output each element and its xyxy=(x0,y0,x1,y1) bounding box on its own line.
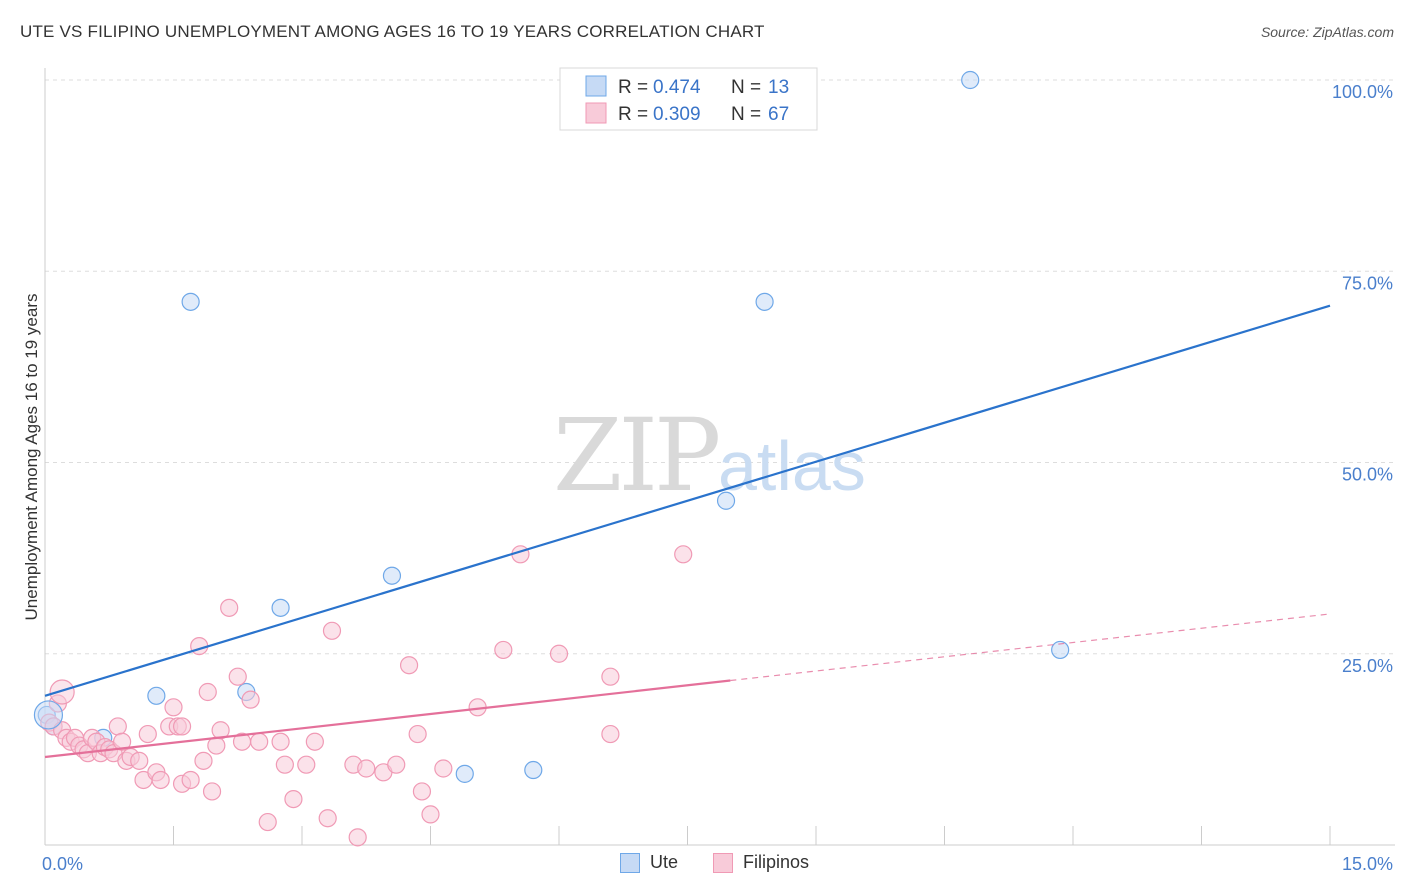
ute-point xyxy=(755,292,774,311)
filipino-point xyxy=(357,759,376,778)
filipino-point xyxy=(211,721,230,740)
stats-n-label-ute: N = xyxy=(731,77,761,98)
filipino-point xyxy=(181,770,200,790)
stats-n-value-filipinos: 67 xyxy=(768,104,789,125)
stats-n-value-ute: 13 xyxy=(768,77,789,98)
filipino-point xyxy=(194,751,213,770)
legend-label-ute: Ute xyxy=(650,852,679,872)
filipino-point xyxy=(318,809,337,828)
stats-r-label-ute: R = xyxy=(618,77,648,98)
filipino-point xyxy=(494,640,513,660)
filipino-point xyxy=(130,751,149,770)
x-tick-label-min: 0.0% xyxy=(42,854,83,874)
stats-r-label-filipinos: R = xyxy=(618,104,648,125)
filipino-point xyxy=(172,717,192,736)
ute-point xyxy=(455,764,474,783)
filipino-point xyxy=(601,667,620,686)
filipino-point xyxy=(348,828,367,847)
filipino-point xyxy=(220,598,239,617)
filipino-point xyxy=(202,782,222,801)
ute-point xyxy=(1051,640,1070,660)
filipino-point xyxy=(674,545,693,564)
filipino-point xyxy=(258,812,277,832)
ute-trend-line xyxy=(44,304,1331,697)
stats-swatch-filipinos xyxy=(585,102,607,124)
filipino-point xyxy=(112,732,132,751)
chart-title: UTE VS FILIPINO UNEMPLOYMENT AMONG AGES … xyxy=(20,22,765,41)
ute-point xyxy=(147,686,166,705)
filipino-point xyxy=(399,656,419,675)
filipino-point xyxy=(275,755,294,774)
y-tick-label: 75.0% xyxy=(1342,273,1393,293)
filipino-point xyxy=(297,755,316,774)
filipino-point xyxy=(284,789,303,809)
y-tick-label: 100.0% xyxy=(1332,82,1393,102)
filipino-point xyxy=(108,717,127,736)
stats-swatch-ute xyxy=(585,75,607,97)
ute-point xyxy=(382,566,402,585)
filipino-point xyxy=(412,782,432,801)
filipino-point xyxy=(198,682,217,702)
x-tick-label-max: 15.0% xyxy=(1342,854,1393,874)
legend-swatch-filipinos xyxy=(713,852,733,873)
gridlines xyxy=(45,79,1395,655)
filipino-point xyxy=(250,732,269,751)
watermark: ZIP atlas xyxy=(553,397,866,514)
filipino-point xyxy=(387,755,406,774)
filipino-point xyxy=(305,732,324,751)
y-tick-label: 50.0% xyxy=(1342,465,1393,485)
stats-r-value-ute: 0.474 xyxy=(653,77,701,98)
legend-label-filipinos: Filipinos xyxy=(743,852,810,872)
trend-lines xyxy=(44,304,1331,759)
legend-item-filipinos[interactable]: Filipinos xyxy=(713,852,809,873)
ute-point xyxy=(181,292,200,311)
filipino-point xyxy=(138,724,157,744)
chart-source: Source: ZipAtlas.com xyxy=(1260,24,1394,40)
filipino-point xyxy=(549,644,569,663)
watermark-zip: ZIP xyxy=(553,397,718,514)
filipino-point xyxy=(151,770,170,790)
y-tick-label: 25.0% xyxy=(1342,656,1393,676)
legend-swatch-ute xyxy=(620,852,640,873)
filipino-point xyxy=(271,732,290,751)
ute-point xyxy=(716,491,736,510)
legend-item-ute[interactable]: Ute xyxy=(620,852,678,873)
data-points xyxy=(33,70,1070,847)
ute-point xyxy=(524,760,543,780)
stats-r-value-filipinos: 0.309 xyxy=(653,104,701,125)
stats-legend: R = 0.474 N = 13 R = 0.309 N = 67 xyxy=(559,67,818,131)
y-axis-label: Unemployment Among Ages 16 to 19 years xyxy=(22,294,41,621)
filipino-trend-line xyxy=(44,679,731,759)
filipino-point xyxy=(164,698,183,717)
filipino-trend-extension xyxy=(730,613,1331,682)
bottom-legend: Ute Filipinos xyxy=(0,850,1406,880)
ute-point-cluster xyxy=(33,700,64,730)
filipino-point xyxy=(408,724,427,744)
stats-n-label-filipinos: N = xyxy=(731,104,761,125)
filipino-point-cluster xyxy=(49,679,75,705)
ute-point xyxy=(961,70,980,90)
filipino-point xyxy=(421,805,440,824)
ute-point xyxy=(271,598,290,617)
filipino-point xyxy=(601,724,620,744)
filipino-point xyxy=(434,759,453,778)
watermark-atlas: atlas xyxy=(718,427,866,505)
filipino-point xyxy=(322,621,342,640)
filipino-point xyxy=(228,667,247,686)
filipino-point xyxy=(241,690,260,709)
